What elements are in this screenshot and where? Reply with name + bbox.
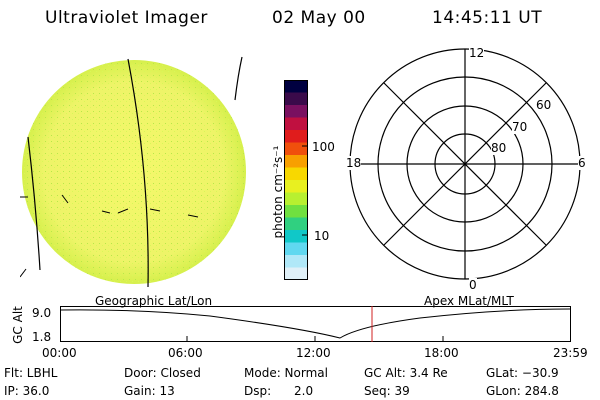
colorbar-band [284,255,308,268]
colorbar-band [284,130,308,143]
colorbar-band [284,92,308,106]
apex-label: Apex MLat/MLT [424,294,514,308]
colorbar-band [284,205,308,218]
corner-mark [20,268,27,278]
xtick-2359: 23:59 [553,346,588,360]
xtick-1200: 12:00 [296,346,331,360]
earth-texture [22,60,246,284]
colorbar-band [284,142,308,156]
geographic-label: Geographic Lat/Lon [95,294,213,308]
meridian-line-2 [27,136,41,271]
ip-info: IP: 36.0 [4,384,50,398]
glat-info: GLat: −30.9 [486,366,559,380]
polar-label-12: 12 [469,46,485,60]
altitude-curve [60,308,571,339]
colorbar-band [284,80,308,93]
altplot-ylabel: GC Alt [11,306,25,344]
equator-marks [20,194,199,218]
earth-image-panel [20,56,246,288]
colorbar-band [284,180,308,193]
colorbar-band [284,117,308,131]
colorbar-band [284,230,308,243]
xtick-0000: 00:00 [42,346,77,360]
meridian-line-1 [127,58,149,288]
colorbar-label: photon cm⁻²s⁻¹ [271,145,285,239]
xtick-1800: 18:00 [424,346,459,360]
altplot-ytick-top: 9.0 [32,306,52,320]
colorbar-band [284,167,308,181]
meridian-line-3 [234,56,243,101]
altitude-plot [60,306,571,342]
dsp-info: Dsp: 2.0 [244,384,314,398]
polar-label-6: 6 [578,156,586,170]
colorbar-band [284,155,308,168]
gc-alt-info: GC Alt: 3.4 Re [364,366,448,380]
time-label: 14:45:11 UT [432,8,543,28]
gain-info: Gain: 13 [124,384,175,398]
colorbar-band [284,105,308,118]
polar-grid [349,48,581,280]
polar-lat-80: 80 [491,141,507,155]
date-label: 02 May 00 [272,8,366,28]
polar-lat-70: 70 [512,120,528,134]
filter-info: Flt: LBHL [4,366,58,380]
polar-diag-2 [383,82,547,246]
instrument-title: Ultraviolet Imager [45,8,208,28]
colorbar-band [284,242,308,256]
mode-info: Mode: Normal [244,366,328,380]
colorbar-tick-100: 100 [312,140,335,154]
color-scale-bar [284,80,308,280]
colorbar-band [284,192,308,206]
seq-info: Seq: 39 [364,384,410,398]
colorbar-tick-10: 10 [314,229,330,243]
door-info: Door: Closed [124,366,201,380]
colorbar-band [284,267,308,280]
xtick-0600: 06:00 [168,346,203,360]
polar-lat-60: 60 [536,98,552,112]
altplot-ytick-bottom: 1.8 [32,330,52,344]
glon-info: GLon: 284.8 [486,384,559,398]
colorbar-band [284,217,308,231]
polar-label-0: 0 [469,278,477,292]
polar-label-18: 18 [346,156,362,170]
